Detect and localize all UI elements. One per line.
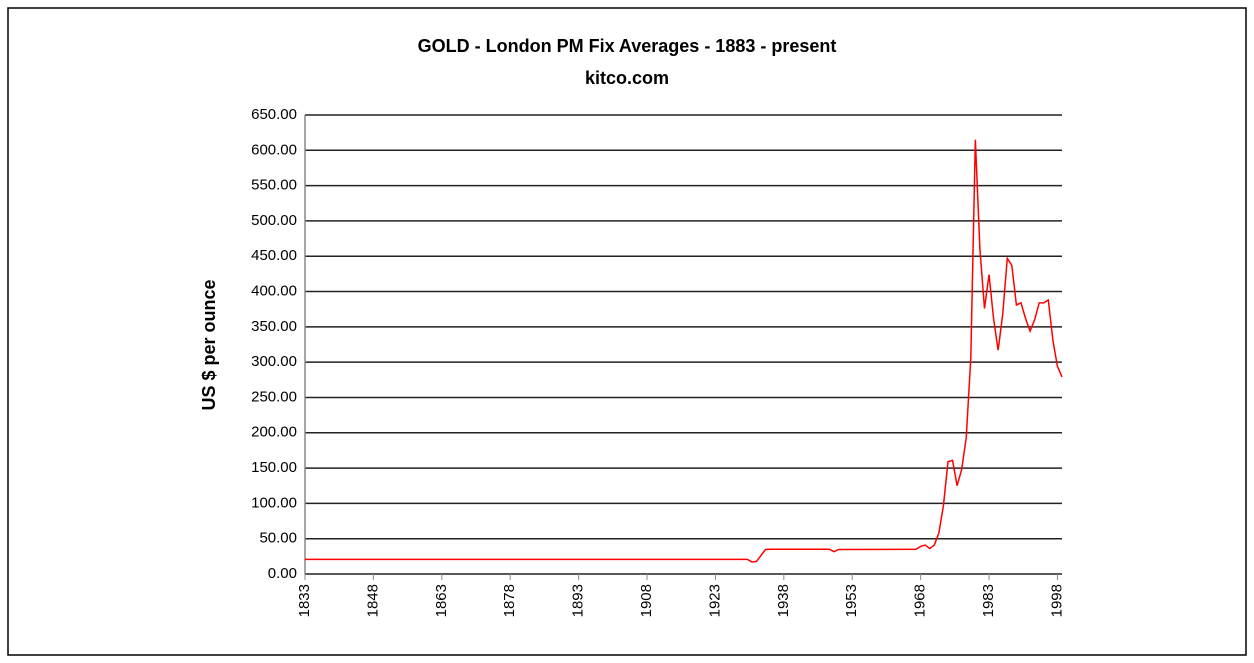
x-tick-label: 1848 <box>364 584 381 617</box>
y-tick-label: 350.00 <box>251 318 297 335</box>
y-tick-label: 100.00 <box>251 494 297 511</box>
y-axis-label: US $ per ounce <box>199 279 219 410</box>
x-tick-label: 1953 <box>843 584 860 617</box>
y-tick-label: 200.00 <box>251 424 297 441</box>
y-tick-label: 300.00 <box>251 353 297 370</box>
y-tick-label: 250.00 <box>251 388 297 405</box>
x-tick-label: 1878 <box>501 584 518 617</box>
frame <box>7 7 1247 656</box>
x-tick-label: 1923 <box>706 584 723 617</box>
x-tick-label: 1983 <box>980 584 997 617</box>
y-tick-label: 600.00 <box>251 141 297 158</box>
y-tick-label: 650.00 <box>251 106 297 123</box>
x-tick-label: 1893 <box>570 584 587 617</box>
chart-title: GOLD - London PM Fix Averages - 1883 - p… <box>418 36 837 56</box>
y-tick-label: 400.00 <box>251 283 297 300</box>
x-tick-label: 1833 <box>296 584 313 617</box>
y-tick-label: 550.00 <box>251 177 297 194</box>
line-series <box>305 139 1063 563</box>
y-tick-label: 150.00 <box>251 459 297 476</box>
chart-subtitle: kitco.com <box>585 68 669 88</box>
y-tick-label: 50.00 <box>259 530 297 547</box>
x-tick-label: 1863 <box>433 584 450 617</box>
y-tick-label: 0.00 <box>268 565 297 582</box>
x-tick-label: 1908 <box>638 584 655 617</box>
x-tick-label: 1968 <box>912 584 929 617</box>
y-tick-label: 500.00 <box>251 212 297 229</box>
x-tick-label: 1998 <box>1048 584 1065 617</box>
y-tick-label: 450.00 <box>251 247 297 264</box>
x-tick-label: 1938 <box>775 584 792 617</box>
